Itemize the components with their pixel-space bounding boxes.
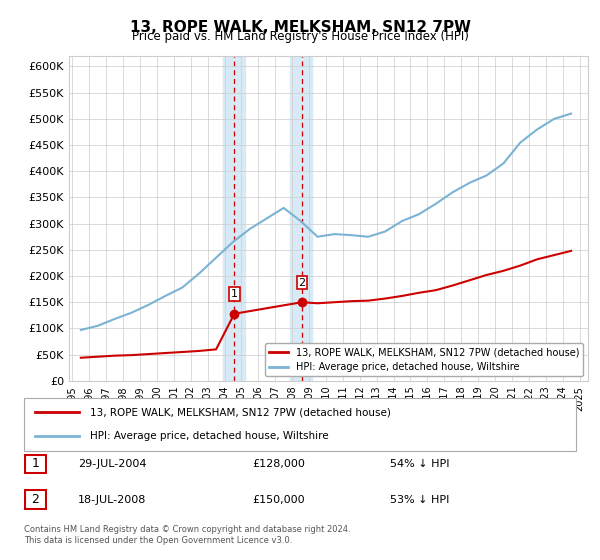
Text: 18-JUL-2008: 18-JUL-2008 (78, 494, 146, 505)
Text: HPI: Average price, detached house, Wiltshire: HPI: Average price, detached house, Wilt… (90, 431, 329, 441)
Legend: 13, ROPE WALK, MELKSHAM, SN12 7PW (detached house), HPI: Average price, detached: 13, ROPE WALK, MELKSHAM, SN12 7PW (detac… (265, 343, 583, 376)
Text: 54% ↓ HPI: 54% ↓ HPI (390, 459, 449, 469)
Text: 2: 2 (31, 493, 40, 506)
Text: 1: 1 (231, 289, 238, 299)
Text: Price paid vs. HM Land Registry's House Price Index (HPI): Price paid vs. HM Land Registry's House … (131, 30, 469, 43)
Text: £150,000: £150,000 (252, 494, 305, 505)
Text: £128,000: £128,000 (252, 459, 305, 469)
Text: 13, ROPE WALK, MELKSHAM, SN12 7PW: 13, ROPE WALK, MELKSHAM, SN12 7PW (130, 20, 470, 35)
FancyBboxPatch shape (25, 455, 46, 473)
FancyBboxPatch shape (24, 398, 576, 451)
Bar (223, 56, 245, 381)
Bar (290, 56, 313, 381)
FancyBboxPatch shape (25, 491, 46, 508)
Text: 53% ↓ HPI: 53% ↓ HPI (390, 494, 449, 505)
Text: 2: 2 (298, 278, 305, 287)
Text: 29-JUL-2004: 29-JUL-2004 (78, 459, 146, 469)
Text: 1: 1 (31, 457, 40, 470)
Text: Contains HM Land Registry data © Crown copyright and database right 2024.
This d: Contains HM Land Registry data © Crown c… (24, 525, 350, 545)
Text: 13, ROPE WALK, MELKSHAM, SN12 7PW (detached house): 13, ROPE WALK, MELKSHAM, SN12 7PW (detac… (90, 408, 391, 418)
